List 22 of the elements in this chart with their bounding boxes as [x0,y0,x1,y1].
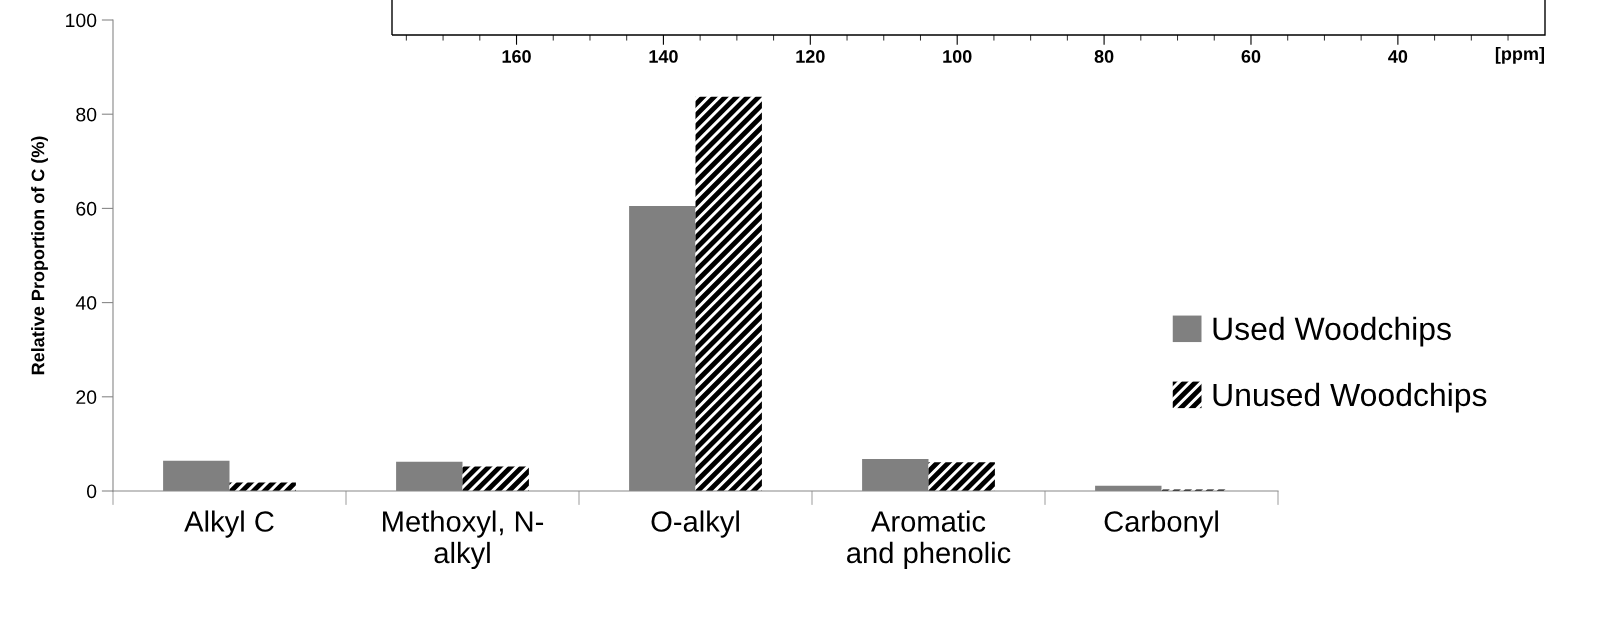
annotation: 140 [649,50,678,63]
legend-label: Used Woodchips [1213,316,1451,347]
y-tick-label: 40 [75,296,97,310]
x-tick-label: O-alkyl [651,510,739,538]
text: 40 [1388,50,1408,63]
annotation: 160 [502,50,531,63]
x-tick-label: Alkyl C [184,510,274,538]
annotation: 100 [943,50,972,63]
y-tick-label: 80 [76,107,97,122]
y-axis-title: Relative Proportion of C (%) [31,136,48,375]
y-tick-label: 20 [76,390,97,405]
x-tick-label: Aromatic and phenolic [847,510,1011,570]
y-tick-label: 0 [86,484,97,499]
x-tick-label: Methoxyl, N- alkyl [383,510,544,570]
x-tick-label: Carbonyl [1104,510,1218,538]
annotation: 80 [1094,50,1114,63]
y-tick-label: 100 [66,13,97,28]
legend-label: Unused Woodchips [1213,382,1487,413]
text: [ppm] [1495,46,1544,64]
annotation: 120 [796,50,825,63]
annotation: 60 [1241,50,1261,63]
y-tick-label: 60 [76,201,97,216]
